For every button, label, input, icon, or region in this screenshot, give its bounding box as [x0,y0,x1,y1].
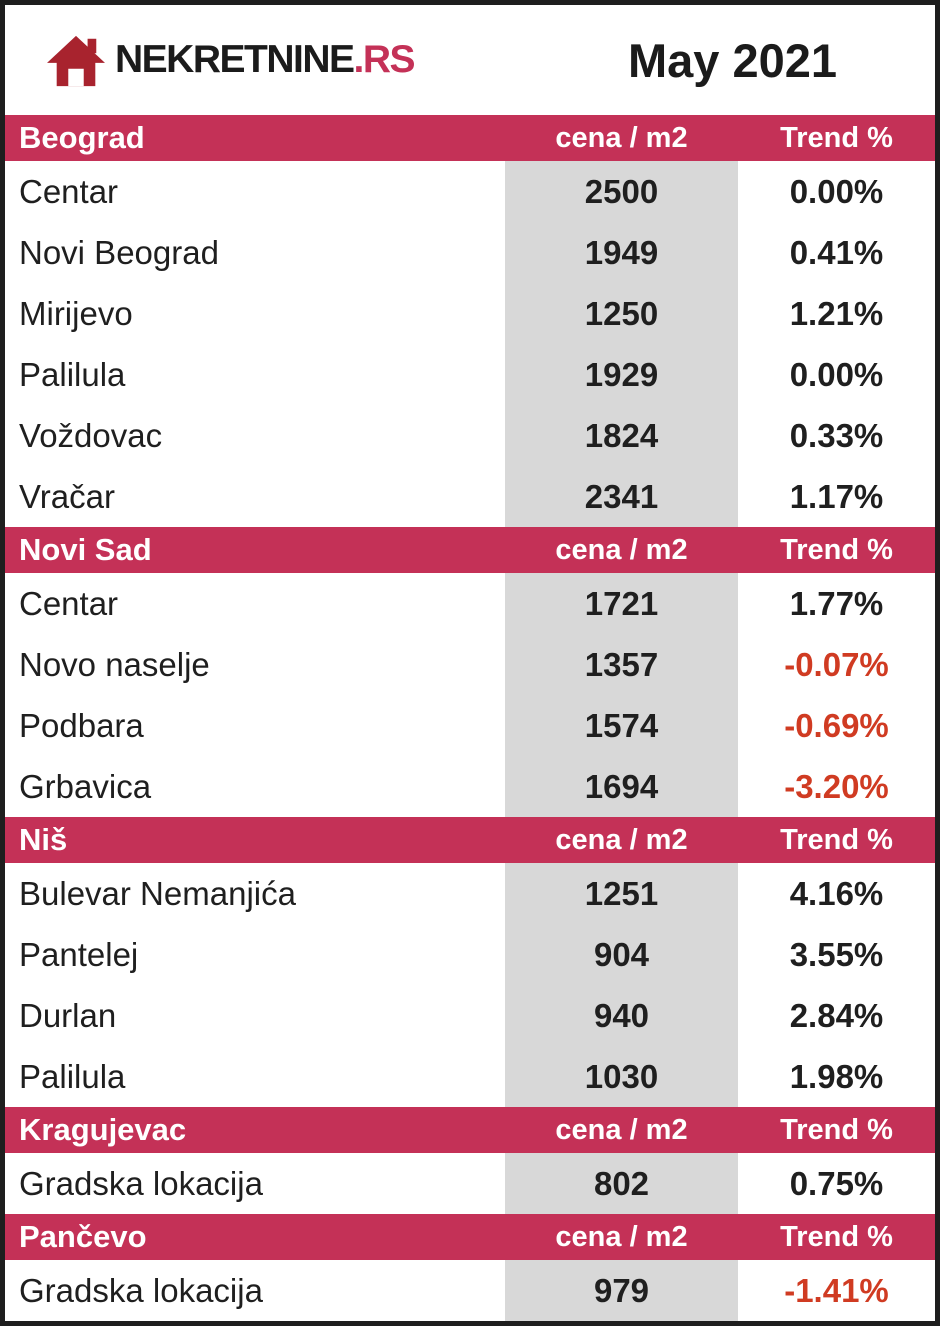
brand-tld: .RS [353,38,416,81]
table-row: Centar 2500 0.00% [5,161,935,222]
table-row: Centar 1721 1.77% [5,573,935,634]
table-row: Vračar 2341 1.17% [5,466,935,527]
price-value: 1030 [505,1046,738,1107]
section-city-label: Niš [19,822,68,857]
section-city-label: Beograd [19,120,145,155]
location-name: Mirijevo [19,294,133,332]
column-price-label: cena / m2 [555,1113,688,1146]
column-trend-label: Trend % [780,533,893,566]
section-city-label: Pančevo [19,1219,147,1254]
table-row: Podbara 1574 -0.69% [5,695,935,756]
trend-value: 1.98% [789,1057,884,1095]
price-value: 1357 [505,634,738,695]
location-name: Novo naselje [19,645,210,683]
column-price-label: cena / m2 [555,1220,688,1253]
price-value: 1694 [505,756,738,817]
price-value: 1929 [505,344,738,405]
table-row: Durlan 940 2.84% [5,985,935,1046]
table-row: Novi Beograd 1949 0.41% [5,222,935,283]
column-price-label: cena / m2 [555,823,688,856]
house-icon [47,35,105,87]
trend-value: 1.17% [789,477,884,515]
location-name: Durlan [19,996,117,1034]
column-trend-label: Trend % [780,823,893,856]
trend-value: -3.20% [784,767,889,805]
column-price-label: cena / m2 [555,121,688,154]
location-name: Podbara [19,706,144,744]
location-name: Grbavica [19,767,152,805]
trend-value: 0.00% [789,355,884,393]
table-row: Voždovac 1824 0.33% [5,405,935,466]
location-name: Palilula [19,1057,126,1095]
price-value: 1721 [505,573,738,634]
trend-value: 4.16% [789,874,884,912]
trend-value: -0.69% [784,706,889,744]
location-name: Novi Beograd [19,233,219,271]
price-value: 1574 [505,695,738,756]
price-value: 802 [505,1153,738,1214]
table-row: Bulevar Nemanjića 1251 4.16% [5,863,935,924]
section-header-ni-: Niš cena / m2 Trend % [5,817,935,863]
trend-value: -0.07% [784,645,889,683]
location-name: Centar [19,584,119,622]
price-value: 1824 [505,405,738,466]
trend-value: 2.84% [789,996,884,1034]
trend-value: 0.75% [789,1164,884,1202]
table-row: Palilula 1030 1.98% [5,1046,935,1107]
column-trend-label: Trend % [780,1220,893,1253]
location-name: Centar [19,172,119,210]
trend-value: 0.00% [789,172,884,210]
column-trend-label: Trend % [780,1113,893,1146]
column-price-label: cena / m2 [555,533,688,566]
trend-value: 1.21% [789,294,884,332]
price-value: 2341 [505,466,738,527]
report-title: May 2021 [627,33,837,87]
section-header-beograd: Beograd cena / m2 Trend % [5,115,935,161]
section-header-pan-evo: Pančevo cena / m2 Trend % [5,1214,935,1260]
table-row: Mirijevo 1250 1.21% [5,283,935,344]
table-row: Gradska lokacija 979 -1.41% [5,1260,935,1321]
brand-logo: NEKRETNINE.RS [45,32,416,88]
trend-value: -1.41% [784,1271,889,1309]
table-row: Grbavica 1694 -3.20% [5,756,935,817]
section-city-label: Novi Sad [19,532,152,567]
location-name: Bulevar Nemanjića [19,874,296,912]
location-name: Vračar [19,477,115,515]
trend-value: 3.55% [789,935,884,973]
location-name: Voždovac [19,416,163,454]
location-name: Gradska lokacija [19,1164,263,1202]
price-value: 904 [505,924,738,985]
header: NEKRETNINE.RS May 2021 [5,5,935,115]
trend-value: 1.77% [789,584,884,622]
price-value: 1251 [505,863,738,924]
price-value: 1250 [505,283,738,344]
column-trend-label: Trend % [780,121,893,154]
brand-wordmark: NEKRETNINE.RS [115,38,416,82]
price-value: 979 [505,1260,738,1321]
section-city-label: Kragujevac [19,1112,187,1147]
location-name: Pantelej [19,935,139,973]
trend-value: 0.41% [789,233,884,271]
table-row: Gradska lokacija 802 0.75% [5,1153,935,1214]
section-header-novi-sad: Novi Sad cena / m2 Trend % [5,527,935,573]
price-value: 2500 [505,161,738,222]
price-table: Beograd cena / m2 Trend % Centar 2500 0.00% No… [5,115,935,1321]
brand-name: NEKRETNINE [115,38,355,81]
location-name: Palilula [19,355,126,393]
table-row: Palilula 1929 0.00% [5,344,935,405]
section-header-kragujevac: Kragujevac cena / m2 Trend % [5,1107,935,1153]
table-row: Novo naselje 1357 -0.07% [5,634,935,695]
price-value: 1949 [505,222,738,283]
trend-value: 0.33% [789,416,884,454]
location-name: Gradska lokacija [19,1271,263,1309]
table-row: Pantelej 904 3.55% [5,924,935,985]
price-value: 940 [505,985,738,1046]
